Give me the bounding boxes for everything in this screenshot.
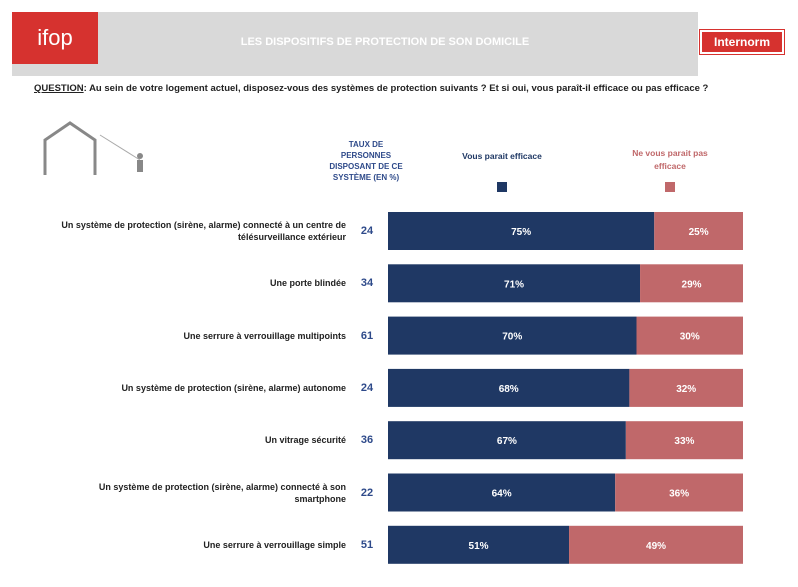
bar-segment [388, 212, 655, 250]
share-value: 61 [360, 329, 374, 342]
value-label: 70% [502, 332, 522, 343]
legend-label: Vous parait efficace [462, 151, 542, 161]
bar-segment [615, 473, 743, 512]
category-label: Une serrure à verrouillage multipoints [183, 330, 346, 341]
bar-segment [388, 473, 616, 512]
legend-label: Ne vous parait pas efficace [632, 148, 708, 171]
house-icon [43, 121, 143, 175]
header-band [12, 12, 698, 76]
bar-segment [625, 421, 743, 460]
bar-segment [388, 264, 641, 303]
value-label: 25% [689, 227, 709, 238]
category-label: Une porte blindée [269, 278, 346, 289]
legend-swatch [497, 182, 507, 192]
bar-segment [569, 525, 743, 564]
share-value: 51 [360, 538, 374, 551]
value-label: 30% [680, 332, 700, 343]
bar-segment [640, 264, 743, 303]
bar-segment [388, 368, 630, 407]
value-label: 51% [469, 541, 489, 552]
bar-segment [388, 525, 570, 564]
share-value: 36 [360, 434, 374, 447]
value-label: 71% [504, 279, 524, 290]
bar-segment [388, 421, 626, 460]
value-label: 33% [674, 436, 694, 447]
header-title: LES DISPOSITIFS DE PROTECTION DE SON DOM… [240, 36, 530, 48]
bar-segment [388, 316, 637, 355]
share-value: 24 [360, 381, 374, 394]
category-label: Un système de protection (sirène, alarme… [98, 481, 346, 504]
bar-segment [629, 368, 743, 407]
value-label: 36% [669, 489, 689, 500]
value-label: 75% [511, 227, 531, 238]
value-label: 68% [499, 384, 519, 395]
category-label: Un vitrage sécurité [264, 435, 346, 446]
share-value: 34 [360, 277, 374, 290]
question-label: QUESTION [34, 83, 84, 94]
question: QUESTION: Au sein de votre logement actu… [34, 81, 724, 96]
share-value: 24 [360, 225, 374, 237]
bar-segment [654, 212, 743, 250]
category-label: Un système de protection (sirène, alarme… [61, 220, 346, 242]
value-label: 64% [492, 489, 512, 500]
share-header: TAUX DE PERSONNES DISPOSANT DE CE SYSTÈM… [329, 140, 403, 182]
value-label: 67% [497, 436, 517, 447]
share-value: 22 [360, 486, 374, 499]
value-label: 32% [676, 384, 696, 395]
category-label: Une serrure à verrouillage simple [203, 539, 346, 550]
value-label: 29% [682, 279, 702, 290]
logo: ifop [12, 12, 98, 64]
category-label: Un système de protection (sirène, alarme… [121, 382, 346, 393]
value-label: 49% [646, 541, 666, 552]
legend-swatch [665, 182, 675, 192]
brand: Internorm [699, 29, 785, 55]
question-text: : Au sein de votre logement actuel, disp… [83, 83, 709, 94]
bar-segment [636, 316, 743, 355]
